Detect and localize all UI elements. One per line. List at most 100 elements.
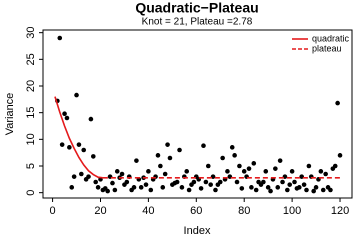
data-point bbox=[208, 182, 213, 187]
data-point bbox=[91, 154, 96, 159]
data-point bbox=[249, 185, 254, 190]
data-point bbox=[57, 35, 63, 41]
data-point bbox=[287, 182, 293, 187]
data-point bbox=[146, 169, 151, 174]
data-point bbox=[112, 187, 118, 193]
y-tick-label: 15 bbox=[25, 107, 37, 119]
data-point bbox=[165, 142, 170, 147]
data-point bbox=[328, 187, 333, 193]
data-point bbox=[213, 187, 218, 193]
data-point bbox=[280, 179, 285, 185]
x-axis-title: Index bbox=[184, 225, 211, 237]
data-point bbox=[69, 185, 75, 190]
y-tick-label: 30 bbox=[25, 27, 37, 39]
y-axis-title: Variance bbox=[4, 93, 16, 136]
data-point bbox=[138, 185, 144, 190]
data-point bbox=[186, 187, 192, 193]
x-tick-label: 0 bbox=[50, 205, 56, 217]
data-point bbox=[273, 166, 278, 171]
data-point bbox=[289, 169, 295, 174]
data-point bbox=[304, 187, 309, 193]
data-point bbox=[95, 185, 101, 190]
data-point bbox=[110, 180, 115, 186]
data-point bbox=[318, 169, 324, 174]
data-point bbox=[251, 161, 257, 166]
data-point bbox=[148, 187, 154, 193]
data-point bbox=[268, 188, 273, 194]
data-point bbox=[265, 185, 271, 190]
data-point bbox=[93, 179, 98, 185]
data-point bbox=[320, 187, 326, 193]
data-point bbox=[337, 153, 343, 158]
data-point bbox=[198, 186, 204, 191]
data-point bbox=[105, 188, 110, 194]
data-point bbox=[229, 145, 235, 150]
data-point bbox=[217, 179, 223, 185]
plot-frame bbox=[42, 29, 353, 199]
data-point bbox=[62, 111, 67, 117]
data-point bbox=[285, 187, 290, 193]
legend-label: quadratic bbox=[312, 33, 350, 43]
data-point bbox=[74, 92, 79, 98]
data-point bbox=[332, 163, 338, 169]
chart-title: Quadratic−Plateau bbox=[135, 0, 258, 16]
data-point bbox=[210, 174, 216, 179]
data-point bbox=[203, 179, 209, 185]
data-point bbox=[237, 163, 242, 169]
data-point bbox=[297, 185, 302, 190]
data-point bbox=[184, 169, 190, 174]
data-point bbox=[335, 100, 340, 106]
data-point bbox=[277, 158, 283, 163]
y-tick-label: 0 bbox=[25, 190, 37, 196]
data-point bbox=[239, 186, 245, 191]
data-point bbox=[59, 142, 65, 147]
data-point bbox=[167, 155, 173, 161]
data-point bbox=[67, 145, 72, 150]
x-tick-label: 40 bbox=[142, 205, 154, 217]
data-point bbox=[225, 169, 230, 174]
data-point bbox=[76, 142, 82, 147]
data-point bbox=[313, 185, 319, 190]
data-point bbox=[323, 171, 328, 177]
data-point bbox=[261, 179, 266, 185]
data-point bbox=[177, 147, 182, 153]
data-point bbox=[143, 182, 149, 187]
data-point bbox=[299, 174, 304, 179]
data-point bbox=[220, 155, 225, 161]
data-point bbox=[205, 163, 211, 169]
y-tick-label: 10 bbox=[25, 133, 37, 145]
x-tick-label: 60 bbox=[190, 205, 202, 217]
fit-line bbox=[54, 96, 103, 179]
data-point bbox=[292, 179, 297, 185]
chart-subtitle: Knot = 21, Plateau =2.78 bbox=[142, 17, 253, 28]
x-tick-label: 20 bbox=[94, 205, 106, 217]
x-tick-label: 80 bbox=[238, 205, 250, 217]
x-tick-label: 100 bbox=[283, 205, 301, 217]
data-point bbox=[275, 185, 281, 190]
y-tick-label: 5 bbox=[25, 163, 37, 169]
data-point bbox=[64, 115, 70, 121]
x-tick-label: 120 bbox=[331, 205, 349, 217]
data-point bbox=[160, 185, 166, 190]
data-point bbox=[86, 174, 91, 179]
legend-label: plateau bbox=[312, 43, 342, 53]
data-point bbox=[253, 187, 259, 193]
data-point bbox=[232, 153, 237, 158]
data-point bbox=[162, 171, 168, 177]
data-point bbox=[301, 182, 307, 187]
data-point bbox=[155, 153, 161, 158]
data-point bbox=[79, 171, 84, 177]
y-tick-label: 25 bbox=[25, 53, 37, 65]
data-point bbox=[81, 147, 87, 153]
data-point bbox=[88, 116, 94, 122]
data-point bbox=[311, 188, 316, 194]
data-point bbox=[179, 185, 185, 190]
data-point bbox=[131, 185, 137, 190]
data-point bbox=[134, 158, 139, 163]
data-point bbox=[114, 169, 120, 174]
data-point bbox=[263, 169, 269, 174]
data-point bbox=[158, 163, 163, 169]
data-point bbox=[191, 179, 197, 185]
data-point bbox=[119, 171, 125, 177]
data-point bbox=[234, 179, 240, 185]
